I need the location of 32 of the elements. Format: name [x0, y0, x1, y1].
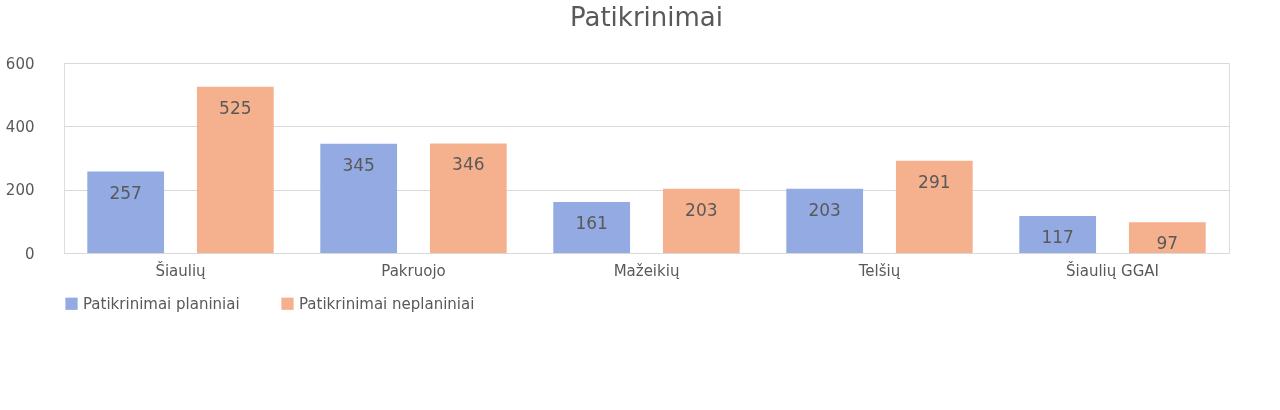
- data-label: 203: [685, 199, 718, 220]
- y-tick-label: 400: [5, 117, 35, 136]
- bar: [429, 143, 507, 253]
- data-label: 117: [1041, 226, 1074, 247]
- x-tick-label: Mažeikių: [613, 261, 680, 280]
- x-tick-label: Pakruojo: [381, 261, 446, 280]
- y-tick-label: 600: [5, 54, 35, 73]
- bar: [87, 171, 165, 253]
- bar: [895, 160, 973, 253]
- data-label: 97: [1156, 233, 1179, 254]
- bar: [786, 188, 864, 253]
- bar: [662, 188, 740, 253]
- bar: [553, 202, 631, 253]
- data-label: 345: [342, 154, 375, 175]
- chart-title: Patikrinimai: [569, 2, 724, 32]
- data-label: 525: [219, 97, 252, 118]
- y-tick-label: 200: [5, 181, 35, 200]
- bar: [320, 143, 398, 253]
- x-tick-label: Telšių: [857, 261, 901, 280]
- bar: [1128, 222, 1206, 253]
- data-label: 291: [918, 171, 951, 192]
- data-label: 257: [109, 182, 142, 203]
- legend-label: Patikrinimai neplaniniai: [299, 294, 475, 313]
- data-label: 346: [452, 154, 485, 175]
- legend-label: Patikrinimai planiniai: [83, 294, 240, 313]
- bar: [1019, 215, 1097, 253]
- y-tick-label: 0: [24, 244, 35, 263]
- data-label: 161: [575, 213, 608, 234]
- x-tick-label: Šiaulių: [155, 260, 207, 280]
- x-tick-label: Šiaulių GGAI: [1066, 260, 1159, 280]
- data-label: 203: [808, 199, 841, 220]
- bar: [196, 86, 274, 253]
